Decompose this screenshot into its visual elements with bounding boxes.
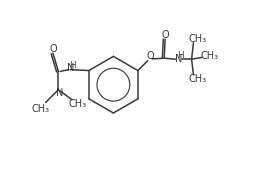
Text: CH₃: CH₃ [188,74,207,84]
Text: CH₃: CH₃ [31,104,50,114]
Text: CH₃: CH₃ [200,51,218,61]
Text: N: N [56,88,63,98]
Text: N: N [67,63,75,73]
Text: H: H [69,61,76,70]
Text: CH₃: CH₃ [188,34,207,44]
Text: O: O [161,30,169,40]
Text: N: N [175,54,182,64]
Text: CH₃: CH₃ [69,99,87,109]
Text: O: O [49,44,57,54]
Text: O: O [146,52,154,61]
Text: H: H [177,51,184,60]
